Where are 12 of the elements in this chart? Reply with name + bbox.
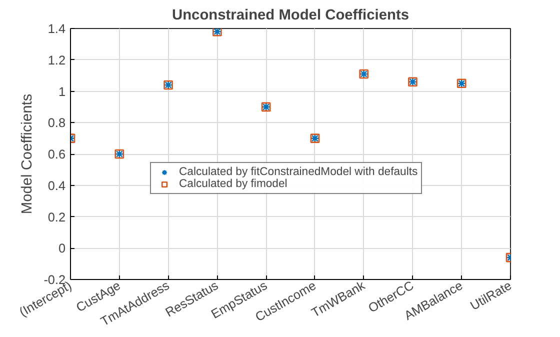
chart-title: Unconstrained Model Coefficients <box>172 8 409 24</box>
y-tick-label: 0.8 <box>48 116 66 130</box>
y-tick-label: 0.6 <box>48 148 66 162</box>
y-tick-label: 1 <box>58 84 66 99</box>
y-tick-label: 0.2 <box>48 210 66 224</box>
y-tick-label: 0.4 <box>48 178 66 193</box>
y-tick-label: 1.4 <box>48 22 66 36</box>
legend-label: Calculated by fitConstrainedModel with defaults <box>179 166 418 178</box>
y-axis-title: Model Coefficients <box>20 94 36 214</box>
y-tick-label: 1.2 <box>48 53 66 68</box>
y-tick-label: 0 <box>58 242 66 256</box>
legend-label: Calculated by fimodel <box>179 178 288 190</box>
